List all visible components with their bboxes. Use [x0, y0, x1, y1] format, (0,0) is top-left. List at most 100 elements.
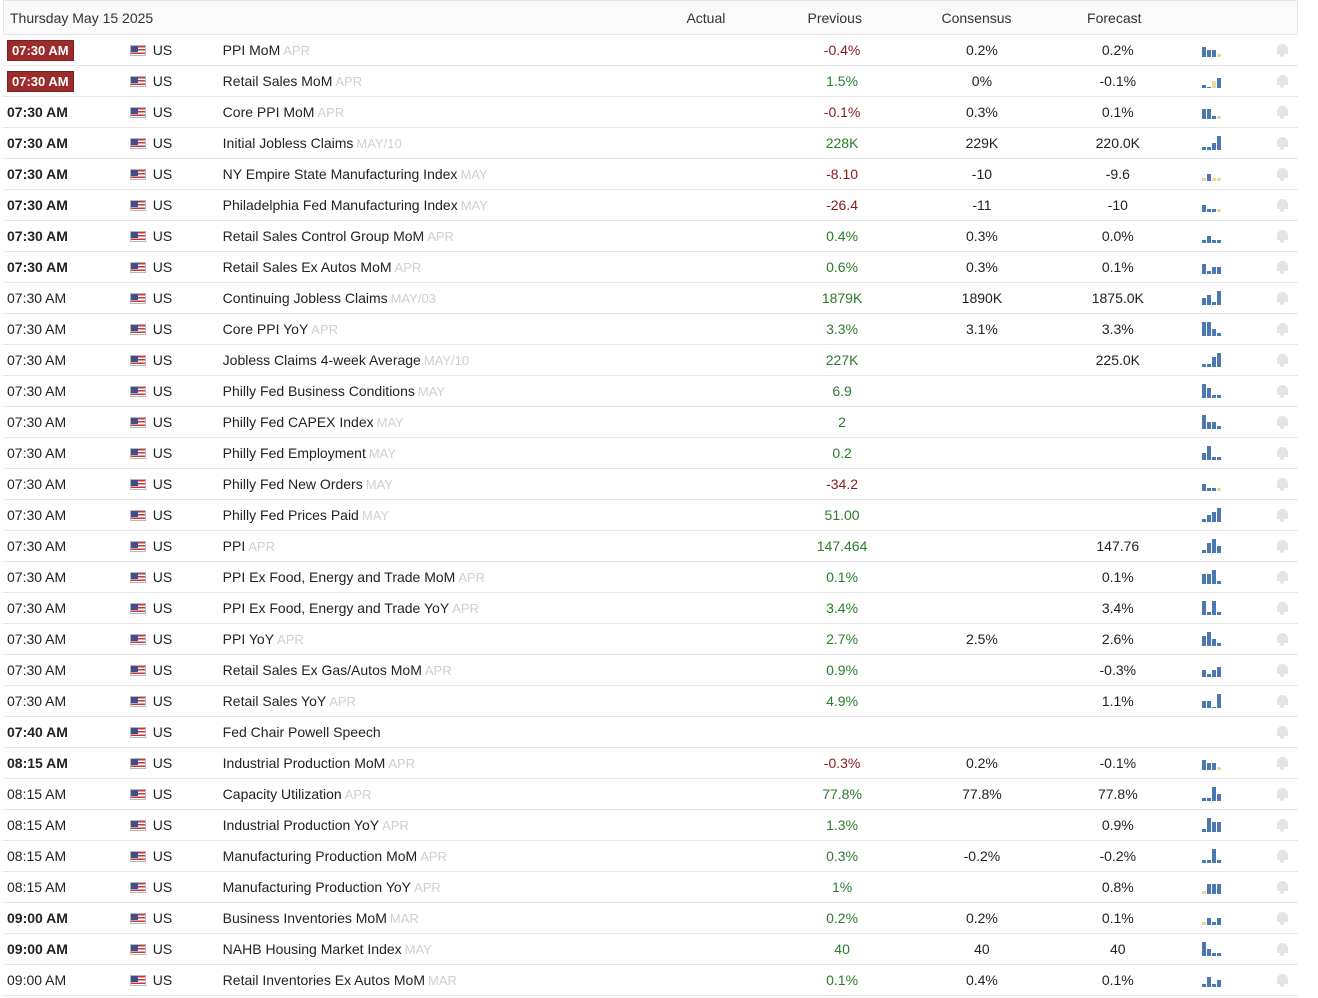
event-name-cell[interactable]: Initial Jobless Claims MAY/10	[223, 135, 676, 151]
history-sparkline[interactable]	[1201, 694, 1267, 708]
bell-icon[interactable]	[1276, 601, 1289, 615]
alert-cell[interactable]	[1267, 601, 1299, 615]
event-row[interactable]: 07:30 AM US Philly Fed CAPEX Index MAY 2	[3, 407, 1298, 438]
event-row[interactable]: 07:30 AM US PPI APR 147.464 147.76	[3, 531, 1298, 562]
bell-icon[interactable]	[1276, 198, 1289, 212]
event-name[interactable]: PPI YoY	[222, 631, 275, 647]
alert-cell[interactable]	[1267, 880, 1299, 894]
event-name[interactable]: Fed Chair Powell Speech	[222, 724, 381, 740]
history-sparkline[interactable]	[1201, 632, 1267, 646]
event-name[interactable]: PPI Ex Food, Energy and Trade YoY	[222, 600, 450, 616]
bell-icon[interactable]	[1276, 322, 1289, 336]
event-row[interactable]: 07:30 AM US NY Empire State Manufacturin…	[3, 159, 1298, 190]
sparkline-cell[interactable]	[1201, 229, 1267, 243]
sparkline-cell[interactable]	[1201, 167, 1267, 181]
sparkline-cell[interactable]	[1201, 105, 1267, 119]
bell-icon[interactable]	[1276, 353, 1289, 367]
event-name[interactable]: PPI MoM	[222, 42, 281, 58]
bell-icon[interactable]	[1276, 105, 1289, 119]
history-sparkline[interactable]	[1201, 105, 1267, 119]
event-row[interactable]: 09:00 AM US NAHB Housing Market Index MAY…	[3, 934, 1298, 965]
bell-icon[interactable]	[1276, 725, 1289, 739]
bell-icon[interactable]	[1276, 787, 1289, 801]
sparkline-cell[interactable]	[1201, 508, 1267, 522]
sparkline-cell[interactable]	[1201, 136, 1267, 150]
bell-icon[interactable]	[1276, 167, 1289, 181]
alert-cell[interactable]	[1267, 136, 1299, 150]
alert-cell[interactable]	[1267, 942, 1299, 956]
sparkline-cell[interactable]	[1201, 74, 1267, 88]
event-name-cell[interactable]: Philly Fed Employment MAY	[223, 445, 676, 461]
event-name-cell[interactable]: Retail Sales MoM APR	[223, 73, 676, 89]
event-name[interactable]: Philly Fed Business Conditions	[222, 383, 415, 399]
history-sparkline[interactable]	[1201, 353, 1267, 367]
history-sparkline[interactable]	[1201, 756, 1267, 770]
alert-cell[interactable]	[1267, 539, 1299, 553]
history-sparkline[interactable]	[1201, 291, 1267, 305]
header-consensus[interactable]: Consensus	[941, 9, 1012, 26]
header-previous[interactable]: Previous	[807, 9, 862, 26]
event-row[interactable]: 07:30 AM US Core PPI YoY APR 3.3% 3.1% 3.…	[3, 314, 1298, 345]
event-row[interactable]: 07:30 AM US Core PPI MoM APR -0.1% 0.3% 0…	[3, 97, 1298, 128]
bell-icon[interactable]	[1276, 818, 1289, 832]
alert-cell[interactable]	[1267, 198, 1299, 212]
event-row[interactable]: 08:15 AM US Manufacturing Production YoY…	[3, 872, 1298, 903]
event-row[interactable]: 07:30 AM US Retail Sales Control Group M…	[3, 221, 1298, 252]
bell-icon[interactable]	[1276, 942, 1289, 956]
sparkline-cell[interactable]	[1201, 477, 1267, 491]
sparkline-cell[interactable]	[1201, 787, 1267, 801]
history-sparkline[interactable]	[1201, 446, 1267, 460]
bell-icon[interactable]	[1276, 508, 1289, 522]
alert-cell[interactable]	[1267, 911, 1299, 925]
alert-cell[interactable]	[1267, 291, 1299, 305]
event-row[interactable]: 07:30 AM US PPI YoY APR 2.7% 2.5% 2.6%	[3, 624, 1298, 655]
event-name[interactable]: PPI Ex Food, Energy and Trade MoM	[222, 569, 456, 585]
event-name[interactable]: Jobless Claims 4-week Average	[222, 352, 421, 368]
event-name[interactable]: Industrial Production MoM	[222, 755, 386, 771]
event-name-cell[interactable]: Continuing Jobless Claims MAY/03	[223, 290, 676, 306]
event-name-cell[interactable]: Core PPI YoY APR	[223, 321, 676, 337]
event-name-cell[interactable]: Industrial Production YoY APR	[223, 817, 676, 833]
event-row[interactable]: 07:30 AM US Initial Jobless Claims MAY/10…	[3, 128, 1298, 159]
alert-cell[interactable]	[1267, 663, 1299, 677]
alert-cell[interactable]	[1267, 477, 1299, 491]
bell-icon[interactable]	[1276, 43, 1289, 57]
bell-icon[interactable]	[1276, 136, 1289, 150]
bell-icon[interactable]	[1276, 632, 1289, 646]
bell-icon[interactable]	[1276, 849, 1289, 863]
event-name-cell[interactable]: Retail Inventories Ex Autos MoM MAR	[223, 972, 676, 988]
event-name[interactable]: PPI	[222, 538, 246, 554]
event-name[interactable]: Retail Sales YoY	[222, 693, 327, 709]
sparkline-cell[interactable]	[1201, 663, 1267, 677]
event-name[interactable]: Core PPI MoM	[222, 104, 315, 120]
event-name-cell[interactable]: PPI Ex Food, Energy and Trade MoM APR	[223, 569, 676, 585]
alert-cell[interactable]	[1267, 229, 1299, 243]
sparkline-cell[interactable]	[1201, 818, 1267, 832]
alert-cell[interactable]	[1267, 446, 1299, 460]
history-sparkline[interactable]	[1201, 849, 1267, 863]
event-name-cell[interactable]: NAHB Housing Market Index MAY	[223, 941, 676, 957]
sparkline-cell[interactable]	[1201, 384, 1267, 398]
history-sparkline[interactable]	[1201, 167, 1267, 181]
sparkline-cell[interactable]	[1201, 415, 1267, 429]
event-row[interactable]: 07:30 AM US Philly Fed New Orders MAY -34…	[3, 469, 1298, 500]
bell-icon[interactable]	[1276, 446, 1289, 460]
event-name[interactable]: Philly Fed New Orders	[222, 476, 363, 492]
history-sparkline[interactable]	[1201, 260, 1267, 274]
history-sparkline[interactable]	[1201, 911, 1267, 925]
event-name[interactable]: Manufacturing Production YoY	[222, 879, 412, 895]
history-sparkline[interactable]	[1201, 508, 1267, 522]
sparkline-cell[interactable]	[1201, 198, 1267, 212]
bell-icon[interactable]	[1276, 477, 1289, 491]
sparkline-cell[interactable]	[1201, 260, 1267, 274]
alert-cell[interactable]	[1267, 43, 1299, 57]
event-row[interactable]: 08:15 AM US Manufacturing Production MoM…	[3, 841, 1298, 872]
alert-cell[interactable]	[1267, 632, 1299, 646]
header-actual[interactable]: Actual	[686, 9, 726, 26]
event-row[interactable]: 07:30 AM US Jobless Claims 4-week Averag…	[3, 345, 1298, 376]
sparkline-cell[interactable]	[1201, 911, 1267, 925]
event-name-cell[interactable]: Jobless Claims 4-week Average MAY/10	[223, 352, 676, 368]
history-sparkline[interactable]	[1201, 74, 1267, 88]
event-row[interactable]: 07:30 AM US PPI MoM APR -0.4% 0.2% 0.2%	[3, 35, 1298, 66]
bell-icon[interactable]	[1276, 74, 1289, 88]
